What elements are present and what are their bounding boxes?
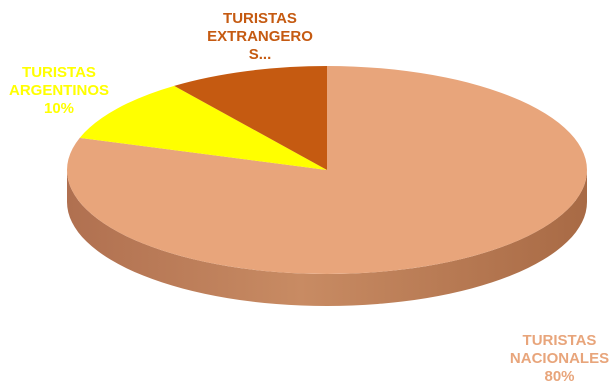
label-line: 10% <box>43 100 75 117</box>
label-line: EXTRANGERO <box>207 28 313 45</box>
pie-slice-turistas-argentinos <box>79 85 327 170</box>
label-line: S... <box>248 46 272 63</box>
label-line: 80% <box>544 368 575 385</box>
pie-top-layer <box>66 66 587 274</box>
pie-side-wall <box>67 170 587 306</box>
label-line: ARGENTINOS <box>8 82 109 99</box>
slice-label-turistas-argentinos: TURISTAS ARGENTINOS 10% <box>0 64 118 118</box>
label-line: TURISTAS <box>223 10 297 27</box>
label-line: TURISTAS <box>22 64 96 81</box>
pie-slice-turistas-extrangeros <box>174 66 327 170</box>
slice-label-turistas-nacionales: TURISTAS NACIONALES 80% <box>506 332 613 390</box>
label-line: NACIONALES <box>509 350 610 367</box>
label-line: TURISTAS <box>522 332 597 349</box>
pie-side-layer <box>67 170 587 306</box>
slice-label-turistas-extranjeros: TURISTAS EXTRANGERO S... <box>200 10 320 64</box>
